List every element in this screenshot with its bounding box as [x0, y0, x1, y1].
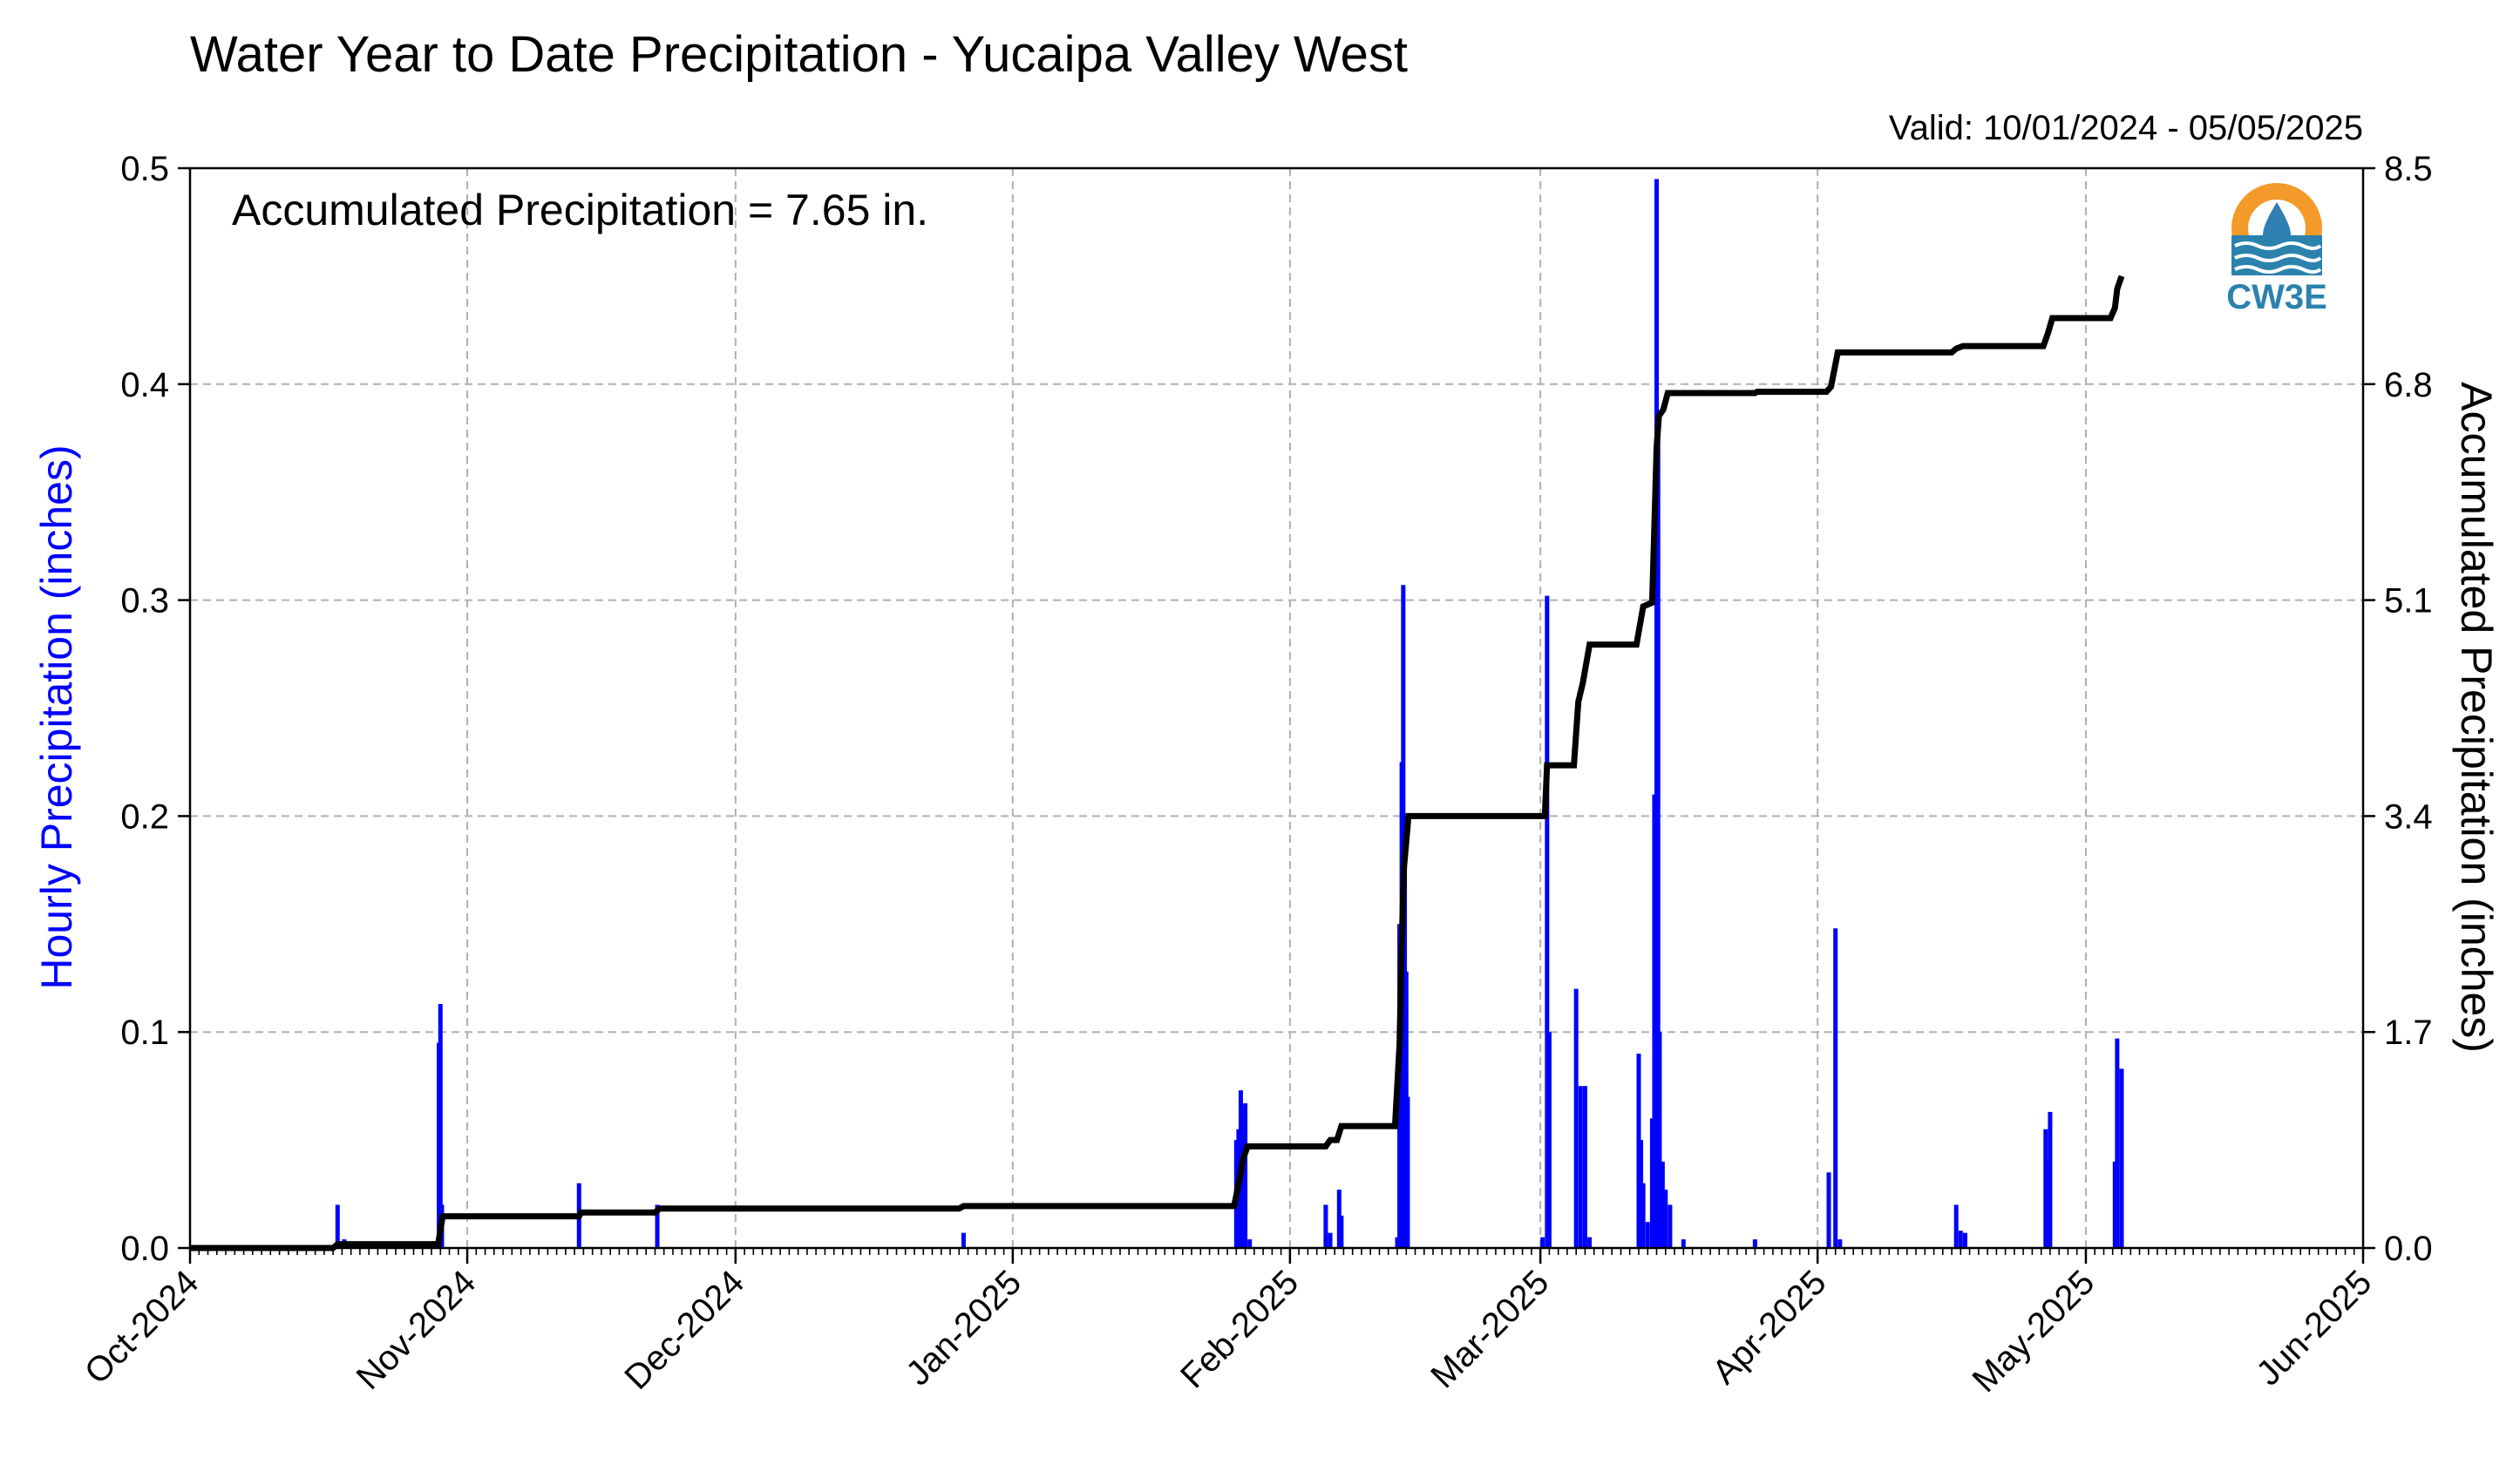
right-axis-label: Accumulated Precipitation (inches)	[2452, 382, 2501, 1053]
right-tick-label: 5.1	[2384, 582, 2433, 621]
left-tick-label: 0.5	[120, 150, 169, 188]
hourly-bar	[655, 1204, 660, 1248]
left-axis-label: Hourly Precipitation (inches)	[32, 444, 81, 989]
axes: 0.0 0.1 0.2 0.3 0.4 0.5 0.0 1.7 3.4 5.1 6.8 8.5 Oct-…	[78, 150, 2433, 1400]
hourly-bar	[1752, 1239, 1757, 1248]
hourly-bar	[1953, 1204, 1959, 1248]
hourly-bar	[1833, 928, 1838, 1248]
left-tick-label: 0.2	[120, 797, 169, 836]
hourly-bar	[1587, 1237, 1593, 1248]
hourly-bar	[1405, 1096, 1410, 1248]
hourly-bar	[438, 1003, 443, 1248]
accumulated-precipitation-line	[190, 275, 2125, 1251]
x-tick-label: Feb-2025	[1173, 1263, 1306, 1395]
hourly-bar	[1573, 988, 1579, 1248]
hourly-bar	[961, 1232, 966, 1248]
grid	[190, 168, 2363, 1248]
hourly-bar	[1645, 1222, 1650, 1248]
hourly-bar	[1668, 1204, 1673, 1248]
x-tick-label: Nov-2024	[350, 1263, 484, 1397]
hourly-bar	[1247, 1239, 1253, 1248]
left-tick-label: 0.3	[120, 582, 169, 621]
hourly-bar	[1655, 427, 1661, 1248]
hourly-bar	[1660, 1161, 1665, 1248]
hourly-bar	[2115, 1038, 2120, 1248]
hourly-bar	[1545, 595, 1550, 1248]
cw3e-logo: CW3E	[2226, 183, 2327, 316]
hourly-bar	[1962, 1232, 1967, 1248]
x-tick-label: Oct-2024	[78, 1263, 206, 1391]
hourly-bar	[2112, 1161, 2117, 1248]
hourly-bar	[1837, 1239, 1843, 1248]
hourly-bar	[1578, 1086, 1583, 1248]
hourly-bar	[1243, 1102, 1248, 1248]
logo-wave-lines	[2234, 241, 2322, 274]
hourly-bar	[2048, 1111, 2053, 1248]
hourly-bar	[1640, 1183, 1646, 1248]
x-tick-label: Mar-2025	[1423, 1263, 1556, 1395]
accumulated-annotation: Accumulated Precipitation = 7.65 in.	[232, 186, 928, 234]
x-tick-label: May-2025	[1965, 1263, 2102, 1400]
hourly-bar	[1958, 1231, 1963, 1248]
hourly-bar	[1540, 1237, 1545, 1248]
logo-text: CW3E	[2226, 278, 2327, 316]
x-tick-label: Dec-2024	[617, 1263, 751, 1397]
hourly-bar	[1323, 1204, 1328, 1248]
valid-date-range: Valid: 10/01/2024 - 05/05/2025	[1889, 109, 2363, 147]
hourly-bar	[1826, 1172, 1831, 1248]
hourly-bar	[1582, 1086, 1587, 1248]
hourly-bar	[1395, 1237, 1400, 1248]
hourly-bar	[1649, 1118, 1654, 1248]
right-tick-label: 1.7	[2384, 1014, 2433, 1052]
right-tick-label: 3.4	[2384, 797, 2433, 836]
hourly-bar	[1328, 1232, 1333, 1248]
hourly-precipitation-bars	[335, 179, 2124, 1248]
hourly-bar	[1546, 1032, 1552, 1248]
plot-frame	[188, 166, 2365, 1250]
right-tick-label: 0.0	[2384, 1230, 2433, 1268]
hourly-bar	[1636, 1053, 1641, 1248]
chart-title: Water Year to Date Precipitation - Yucai…	[190, 26, 1408, 83]
hourly-bar	[2045, 1161, 2050, 1248]
hourly-bar	[1639, 1140, 1644, 1248]
hourly-bar	[1652, 794, 1657, 1248]
x-tick-label: Jan-2025	[899, 1263, 1029, 1393]
left-tick-label: 0.0	[120, 1230, 169, 1268]
right-tick-label: 8.5	[2384, 150, 2433, 188]
hourly-bar	[1339, 1215, 1344, 1248]
hourly-bar	[1681, 1239, 1686, 1248]
hourly-bar	[1240, 1107, 1246, 1248]
left-tick-label: 0.1	[120, 1014, 169, 1052]
right-tick-label: 6.8	[2384, 366, 2433, 404]
x-tick-label: Jun-2025	[2249, 1263, 2379, 1393]
hourly-bar	[1336, 1190, 1342, 1248]
hourly-bar	[1657, 1032, 1662, 1248]
left-tick-label: 0.4	[120, 366, 169, 404]
hourly-bar	[2043, 1129, 2048, 1248]
hourly-bar	[2119, 1068, 2124, 1248]
hourly-bar	[335, 1204, 340, 1248]
hourly-bar	[1663, 1190, 1668, 1248]
x-tick-label: Apr-2025	[1705, 1263, 1833, 1391]
